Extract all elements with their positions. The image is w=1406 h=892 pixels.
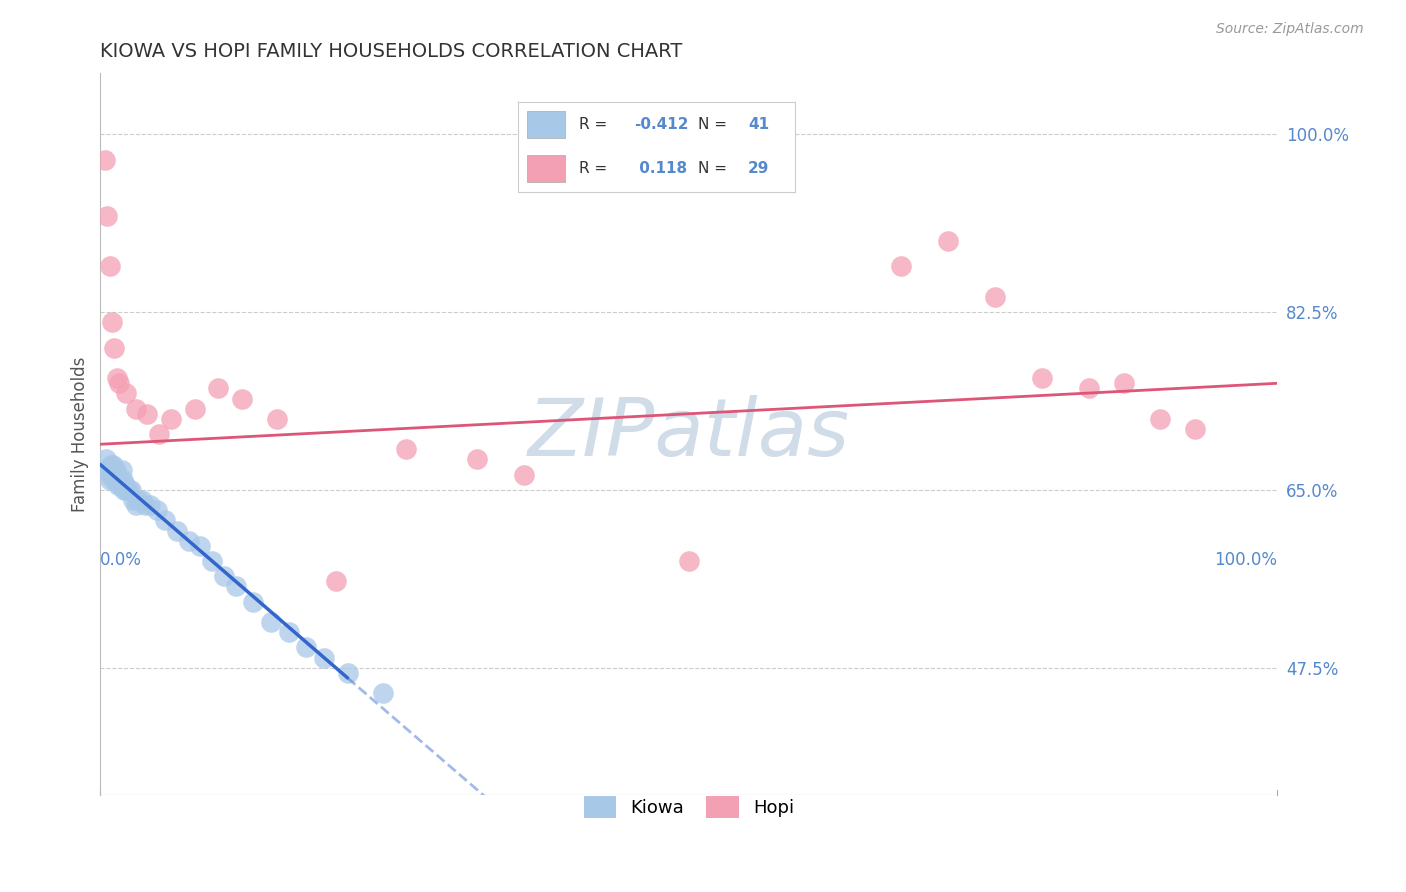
- Point: [101, 315, 124, 329]
- Point: [984, 290, 1007, 304]
- Point: [371, 686, 394, 700]
- Point: [110, 478, 132, 492]
- Point: [115, 386, 138, 401]
- Point: [97, 467, 120, 482]
- Point: [124, 498, 146, 512]
- Point: [166, 524, 188, 538]
- Point: [513, 467, 536, 482]
- Point: [678, 554, 700, 568]
- Point: [260, 615, 283, 629]
- Point: [120, 483, 142, 497]
- Point: [104, 462, 127, 476]
- Point: [1031, 371, 1053, 385]
- Point: [103, 458, 125, 472]
- Point: [139, 498, 162, 512]
- Point: [98, 473, 121, 487]
- Point: [111, 473, 134, 487]
- Point: [108, 376, 131, 391]
- Point: [336, 665, 359, 680]
- Point: [890, 260, 912, 274]
- Point: [266, 412, 288, 426]
- Point: [96, 452, 118, 467]
- Point: [107, 478, 129, 492]
- Point: [225, 579, 247, 593]
- Point: [105, 371, 128, 385]
- Point: [124, 401, 146, 416]
- Point: [153, 513, 176, 527]
- Point: [98, 260, 121, 274]
- Point: [114, 478, 136, 492]
- Point: [122, 493, 145, 508]
- Point: [103, 473, 125, 487]
- Point: [134, 498, 156, 512]
- Point: [1078, 381, 1101, 395]
- Point: [325, 574, 347, 589]
- Legend: Kiowa, Hopi: Kiowa, Hopi: [576, 789, 801, 825]
- Point: [312, 650, 335, 665]
- Text: Source: ZipAtlas.com: Source: ZipAtlas.com: [1216, 22, 1364, 37]
- Point: [105, 467, 128, 482]
- Point: [146, 503, 169, 517]
- Point: [94, 153, 117, 167]
- Point: [96, 209, 118, 223]
- Point: [108, 473, 131, 487]
- Point: [148, 427, 170, 442]
- Text: ZIPatlas: ZIPatlas: [527, 395, 851, 473]
- Point: [277, 625, 299, 640]
- Point: [117, 483, 139, 497]
- Y-axis label: Family Households: Family Households: [72, 357, 89, 512]
- Point: [190, 539, 212, 553]
- Point: [96, 462, 118, 476]
- Point: [231, 392, 253, 406]
- Point: [127, 493, 149, 508]
- Point: [160, 412, 183, 426]
- Point: [131, 493, 153, 508]
- Point: [177, 533, 200, 548]
- Point: [212, 569, 235, 583]
- Point: [136, 407, 159, 421]
- Point: [115, 483, 138, 497]
- Point: [103, 341, 125, 355]
- Point: [395, 442, 418, 457]
- Text: 0.0%: 0.0%: [100, 551, 142, 569]
- Point: [100, 458, 122, 472]
- Point: [1114, 376, 1136, 391]
- Text: KIOWA VS HOPI FAMILY HOUSEHOLDS CORRELATION CHART: KIOWA VS HOPI FAMILY HOUSEHOLDS CORRELAT…: [100, 42, 683, 61]
- Point: [295, 640, 318, 655]
- Point: [465, 452, 488, 467]
- Point: [201, 554, 224, 568]
- Point: [1149, 412, 1171, 426]
- Point: [112, 483, 135, 497]
- Point: [183, 401, 205, 416]
- Point: [936, 234, 959, 248]
- Point: [207, 381, 229, 395]
- Point: [242, 595, 264, 609]
- Point: [110, 462, 132, 476]
- Point: [1184, 422, 1206, 436]
- Text: 100.0%: 100.0%: [1215, 551, 1278, 569]
- Point: [101, 467, 124, 482]
